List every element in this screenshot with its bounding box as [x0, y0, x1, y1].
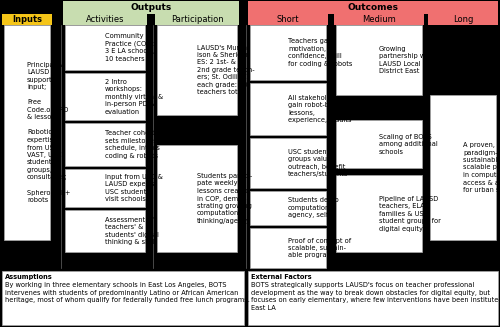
- FancyBboxPatch shape: [336, 25, 422, 95]
- FancyBboxPatch shape: [2, 14, 52, 25]
- FancyBboxPatch shape: [4, 25, 50, 240]
- FancyBboxPatch shape: [65, 73, 145, 120]
- FancyBboxPatch shape: [248, 1, 498, 14]
- FancyBboxPatch shape: [65, 169, 145, 207]
- FancyBboxPatch shape: [65, 210, 145, 252]
- FancyBboxPatch shape: [430, 95, 496, 240]
- Text: Input from USC &
LAUSD experts,
USC students
visit schools: Input from USC & LAUSD experts, USC stud…: [105, 174, 163, 202]
- FancyBboxPatch shape: [65, 123, 145, 166]
- FancyBboxPatch shape: [63, 1, 239, 14]
- FancyBboxPatch shape: [336, 120, 422, 168]
- FancyBboxPatch shape: [157, 145, 237, 252]
- FancyBboxPatch shape: [63, 14, 147, 25]
- FancyBboxPatch shape: [248, 271, 498, 325]
- Text: Short: Short: [277, 15, 299, 24]
- Text: External Factors: External Factors: [251, 274, 312, 280]
- Text: Teachers gain
motivation,
confidence, skill
for coding & robots: Teachers gain motivation, confidence, sk…: [288, 38, 352, 67]
- FancyBboxPatch shape: [65, 25, 145, 70]
- Text: By working in three elementary schools in East Los Angeles, BOTS
intervenes with: By working in three elementary schools i…: [5, 282, 250, 303]
- FancyBboxPatch shape: [334, 14, 424, 25]
- FancyBboxPatch shape: [250, 138, 326, 188]
- Text: Assumptions: Assumptions: [5, 274, 53, 280]
- Text: Students demo
computational
agency, self-id: Students demo computational agency, self…: [288, 198, 339, 218]
- Text: A proven,
paradigm-shifting,
sustainable and
scalable program
in computational
a: A proven, paradigm-shifting, sustainable…: [463, 142, 500, 193]
- Text: Students partici-
pate weekly in
lessons created
in COP, demon-
strating growing: Students partici- pate weekly in lessons…: [197, 173, 252, 224]
- Text: Teacher cohort
sets milestone
schedule, intro's
coding & robots: Teacher cohort sets milestone schedule, …: [105, 130, 160, 159]
- Text: Principal &
LAUSD
support/
input;

Free
Code.org PD
& lessons;

Robotics
experti: Principal & LAUSD support/ input; Free C…: [27, 62, 70, 203]
- Text: Pipeline of LAUSD
teachers, ELA
families & USC
student groups for
digital equity: Pipeline of LAUSD teachers, ELA families…: [379, 196, 441, 232]
- Text: BOTS strategically supports LAUSD's focus on teacher professional
development as: BOTS strategically supports LAUSD's focu…: [251, 282, 500, 311]
- Text: Activities: Activities: [86, 15, 124, 24]
- FancyBboxPatch shape: [336, 175, 422, 252]
- FancyBboxPatch shape: [248, 14, 328, 25]
- FancyBboxPatch shape: [250, 228, 326, 268]
- Text: Community of
Practice (COP):
3 E LA schools,
10 teachers: Community of Practice (COP): 3 E LA scho…: [105, 33, 155, 62]
- Text: Assessment of
teachers' &
students' digital
thinking & skill: Assessment of teachers' & students' digi…: [105, 217, 159, 245]
- Text: Scaling of BOTS
among additional
schools: Scaling of BOTS among additional schools: [379, 133, 438, 154]
- Text: Proof of concept of
scalable, sustain-
able program: Proof of concept of scalable, sustain- a…: [288, 237, 351, 259]
- Text: Participation: Participation: [170, 15, 224, 24]
- FancyBboxPatch shape: [250, 25, 326, 80]
- Text: Outputs: Outputs: [130, 3, 172, 12]
- FancyBboxPatch shape: [2, 271, 244, 325]
- FancyBboxPatch shape: [250, 191, 326, 225]
- Text: LAUSD's Murch-
ison & Sheridan
ES: 2 1st- & 2
2nd grade teach-
ers; St. Odilia, : LAUSD's Murch- ison & Sheridan ES: 2 1st…: [197, 44, 254, 95]
- FancyBboxPatch shape: [155, 14, 239, 25]
- Text: Growing
partnership with
LAUSD Local
District East: Growing partnership with LAUSD Local Dis…: [379, 46, 434, 74]
- FancyBboxPatch shape: [250, 83, 326, 135]
- Text: Outcomes: Outcomes: [348, 3, 399, 12]
- Text: Inputs: Inputs: [12, 15, 42, 24]
- Text: Long: Long: [453, 15, 473, 24]
- Text: All stakeholders
gain robot-based
lessons,
experience, results: All stakeholders gain robot-based lesson…: [288, 95, 352, 123]
- FancyBboxPatch shape: [157, 25, 237, 115]
- Text: Medium: Medium: [362, 15, 396, 24]
- FancyBboxPatch shape: [428, 14, 498, 25]
- Text: USC student
groups value
outreach, benefit
teachers/students: USC student groups value outreach, benef…: [288, 149, 348, 177]
- Text: 2 Intro
workshops:
monthly virtual &
in-person PD &
evaluation: 2 Intro workshops: monthly virtual & in-…: [105, 78, 163, 114]
